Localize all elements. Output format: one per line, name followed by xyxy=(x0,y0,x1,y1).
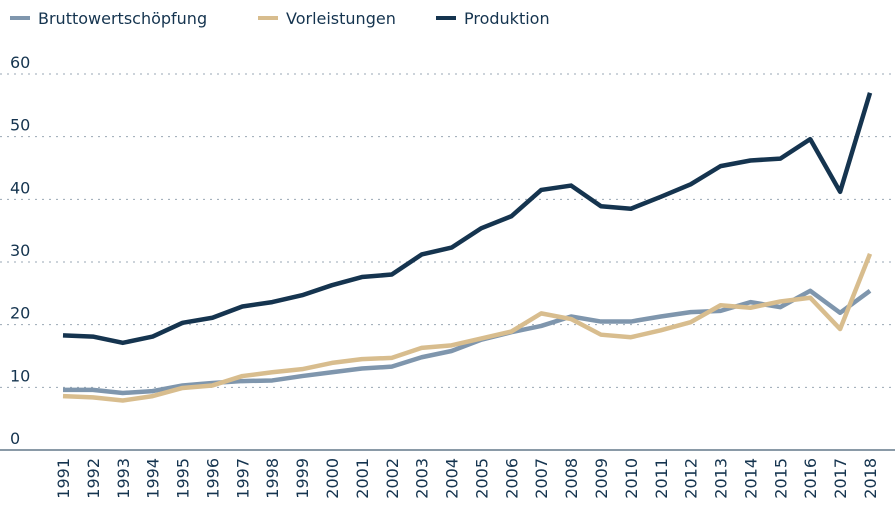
x-tick-label: 2012 xyxy=(682,458,701,499)
x-tick-label: 1994 xyxy=(144,458,163,499)
x-tick-label: 1992 xyxy=(84,458,103,499)
y-tick-label: 30 xyxy=(10,241,30,260)
x-tick-label: 2011 xyxy=(652,458,671,499)
x-tick-label: 1997 xyxy=(233,458,252,499)
legend-label: Bruttowertschöpfung xyxy=(38,9,207,28)
y-tick-label: 10 xyxy=(10,366,30,385)
x-tick-label: 2007 xyxy=(532,458,551,499)
x-tick-label: 2013 xyxy=(712,458,731,499)
x-tick-label: 1995 xyxy=(174,458,193,499)
x-tick-label: 2016 xyxy=(801,458,820,499)
legend-label: Vorleistungen xyxy=(286,9,396,28)
x-tick-label: 1996 xyxy=(203,458,222,499)
series-line xyxy=(62,253,873,403)
x-tick-label: 2015 xyxy=(771,458,790,499)
x-tick-label: 2009 xyxy=(592,458,611,499)
x-tick-label: 2014 xyxy=(741,458,760,499)
legend-label: Produktion xyxy=(464,9,550,28)
y-tick-label: 40 xyxy=(10,178,30,197)
x-tick-label: 2018 xyxy=(861,458,880,499)
x-tick-label: 2005 xyxy=(472,458,491,499)
y-tick-label: 50 xyxy=(10,116,30,135)
x-tick-label: 2002 xyxy=(383,458,402,499)
x-tick-label: 2004 xyxy=(443,458,462,499)
x-tick-label: 2017 xyxy=(831,458,850,499)
x-tick-label: 2010 xyxy=(622,458,641,499)
x-tick-label: 1991 xyxy=(54,458,73,499)
x-tick-label: 2000 xyxy=(323,458,342,499)
x-tick-label: 1998 xyxy=(263,458,282,499)
x-tick-label: 2008 xyxy=(562,458,581,499)
x-tick-label: 2003 xyxy=(413,458,432,499)
series-line xyxy=(62,92,873,346)
y-tick-label: 20 xyxy=(10,304,30,323)
x-tick-label: 2006 xyxy=(502,458,521,499)
x-tick-label: 1993 xyxy=(114,458,133,499)
y-tick-label: 60 xyxy=(10,53,30,72)
x-tick-label: 2001 xyxy=(353,458,372,499)
x-tick-label: 1999 xyxy=(293,458,312,499)
y-tick-label: 0 xyxy=(10,429,20,448)
